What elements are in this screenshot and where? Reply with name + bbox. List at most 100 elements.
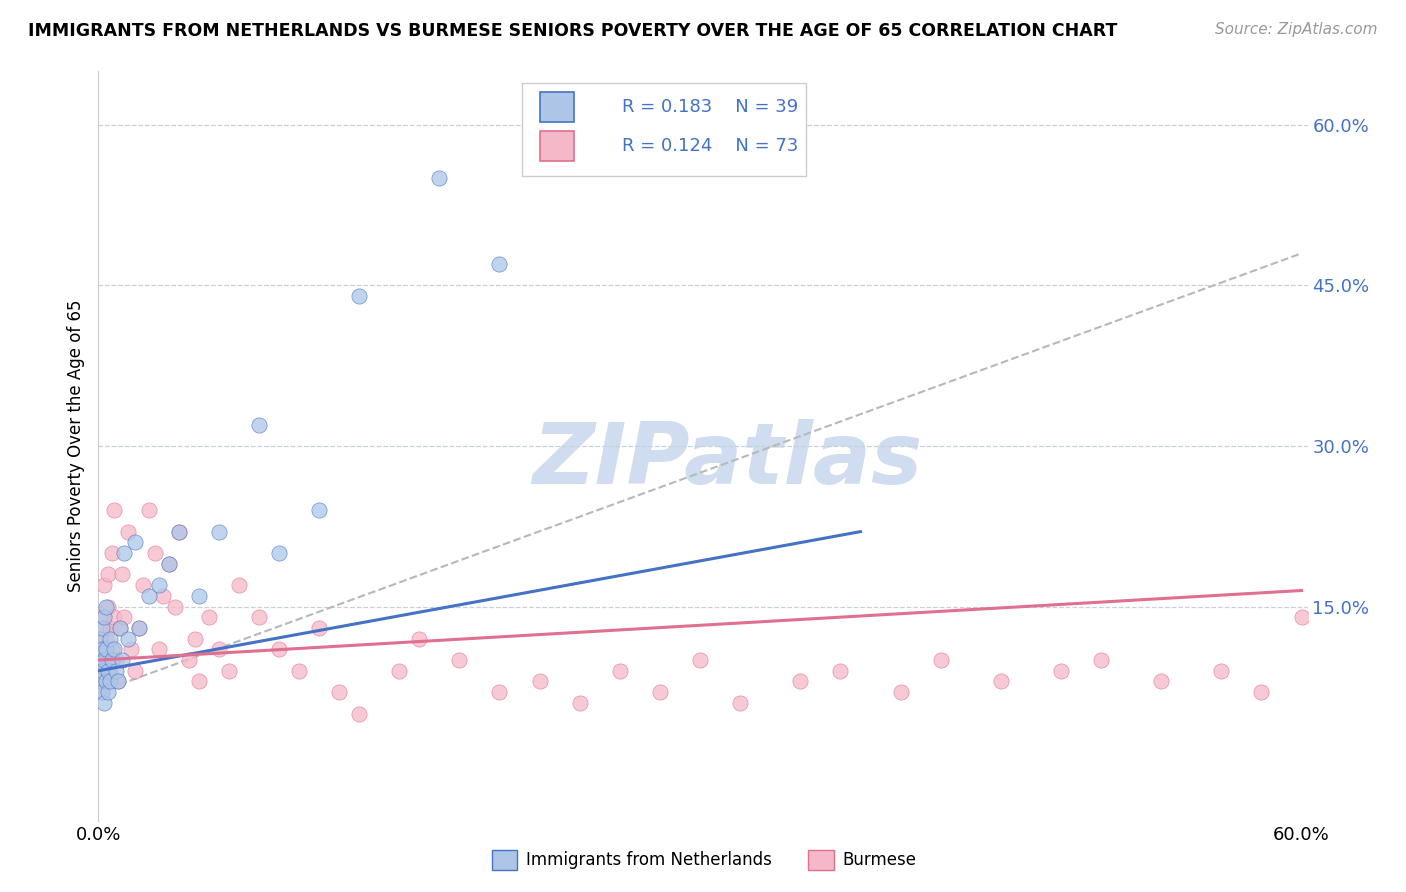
Point <box>93 696 115 710</box>
Point <box>97 599 120 614</box>
Point <box>167 524 190 539</box>
Text: R = 0.124    N = 73: R = 0.124 N = 73 <box>621 137 799 155</box>
Point <box>208 642 231 657</box>
Point <box>328 685 350 699</box>
Point <box>488 257 510 271</box>
Point <box>91 685 114 699</box>
Point <box>91 642 114 657</box>
Point <box>96 674 118 689</box>
Point <box>148 642 170 657</box>
FancyBboxPatch shape <box>540 131 574 161</box>
Point <box>148 578 170 592</box>
Point <box>218 664 240 678</box>
Point <box>91 642 114 657</box>
Point <box>187 589 209 603</box>
Point <box>101 642 124 657</box>
Point <box>93 664 115 678</box>
Point <box>488 685 510 699</box>
Point <box>131 578 153 592</box>
Text: ZIPatlas: ZIPatlas <box>531 419 922 502</box>
Text: Immigrants from Netherlands: Immigrants from Netherlands <box>526 851 772 869</box>
Point <box>128 621 150 635</box>
Point <box>228 578 250 592</box>
Point <box>91 621 114 635</box>
Point <box>97 685 120 699</box>
Point <box>288 664 311 678</box>
Point <box>449 653 471 667</box>
Point <box>97 567 120 582</box>
Point <box>100 674 122 689</box>
Point <box>648 685 671 699</box>
Point <box>157 557 180 571</box>
Point <box>388 664 411 678</box>
Point <box>101 546 124 560</box>
Point <box>97 653 120 667</box>
Point <box>93 610 115 624</box>
Point <box>152 589 174 603</box>
Point <box>93 578 115 592</box>
Point <box>97 664 120 678</box>
Point <box>117 632 139 646</box>
Point <box>830 664 852 678</box>
Point <box>568 696 591 710</box>
Point <box>103 503 125 517</box>
Point <box>138 503 160 517</box>
Text: Source: ZipAtlas.com: Source: ZipAtlas.com <box>1215 22 1378 37</box>
Point <box>96 642 118 657</box>
Point <box>107 674 129 689</box>
Text: Burmese: Burmese <box>842 851 917 869</box>
Point <box>1090 653 1112 667</box>
Point <box>96 632 118 646</box>
Text: IMMIGRANTS FROM NETHERLANDS VS BURMESE SENIORS POVERTY OVER THE AGE OF 65 CORREL: IMMIGRANTS FROM NETHERLANDS VS BURMESE S… <box>28 22 1118 40</box>
Point <box>177 653 200 667</box>
Point <box>105 653 128 667</box>
Text: R = 0.183    N = 39: R = 0.183 N = 39 <box>621 98 799 116</box>
Y-axis label: Seniors Poverty Over the Age of 65: Seniors Poverty Over the Age of 65 <box>67 300 86 592</box>
Point <box>100 664 122 678</box>
Point <box>167 524 190 539</box>
Point <box>89 674 111 689</box>
Point <box>990 674 1012 689</box>
Point <box>128 621 150 635</box>
Point <box>91 664 114 678</box>
Point <box>408 632 430 646</box>
Point <box>728 696 751 710</box>
Point <box>308 621 330 635</box>
Point <box>120 642 142 657</box>
Point <box>110 621 132 635</box>
Point <box>1050 664 1073 678</box>
FancyBboxPatch shape <box>522 83 806 177</box>
Point <box>347 289 370 303</box>
Point <box>124 535 146 549</box>
Point <box>111 653 134 667</box>
Point <box>89 653 111 667</box>
Point <box>427 171 450 186</box>
Point <box>124 664 146 678</box>
FancyBboxPatch shape <box>540 93 574 122</box>
Point <box>1291 610 1313 624</box>
Point <box>208 524 231 539</box>
Point <box>529 674 551 689</box>
Point <box>163 599 186 614</box>
Point <box>267 546 290 560</box>
Point <box>89 632 111 646</box>
Point <box>101 653 124 667</box>
Point <box>1211 664 1233 678</box>
Point <box>889 685 911 699</box>
Point <box>96 599 118 614</box>
Point <box>247 610 270 624</box>
Point <box>183 632 205 646</box>
Point <box>93 653 115 667</box>
Point <box>93 621 115 635</box>
Point <box>247 417 270 432</box>
Point <box>157 557 180 571</box>
Point <box>1150 674 1173 689</box>
Point <box>114 546 136 560</box>
Point <box>1250 685 1272 699</box>
Point <box>100 632 122 646</box>
Point <box>117 524 139 539</box>
Point <box>91 610 114 624</box>
Point <box>1330 653 1353 667</box>
Point <box>1371 685 1393 699</box>
Point <box>96 674 118 689</box>
